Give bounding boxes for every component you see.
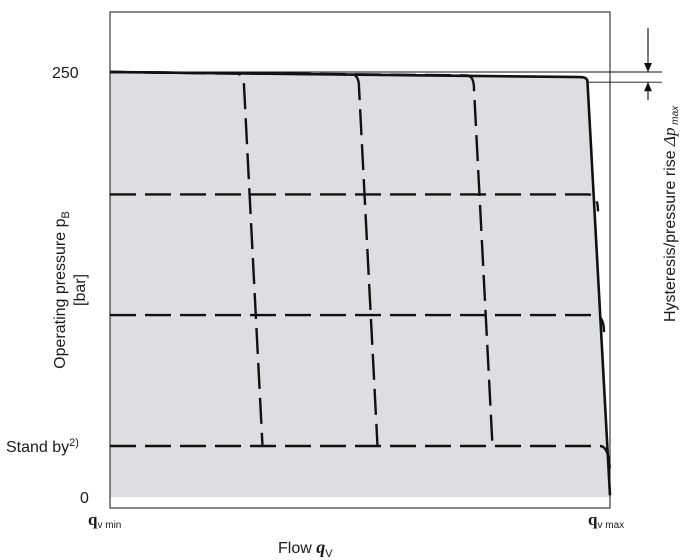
y-tick-label-2: Stand by2) bbox=[6, 437, 79, 456]
y-tick-label-3: 0 bbox=[80, 490, 89, 507]
hysteresis-label-subscript: max bbox=[670, 105, 681, 128]
x-tick-subscript: v max bbox=[597, 520, 624, 531]
operating-region-fill bbox=[110, 72, 610, 497]
x-tick-subscript: v min bbox=[97, 520, 121, 531]
plot-frame bbox=[109, 11, 611, 509]
x-axis-title-text: Flow bbox=[278, 540, 316, 557]
x-axis-title-symbol: q bbox=[316, 537, 325, 557]
pressure-level-line-1 bbox=[110, 193, 600, 212]
x-tick-label-2: qv max bbox=[588, 510, 624, 531]
hysteresis-label-symbol: Δp bbox=[660, 127, 679, 146]
x-axis-title: Flow qV bbox=[278, 537, 333, 560]
y-axis-title-subscript: B bbox=[60, 211, 72, 218]
y-axis-title-text: Operating pressure p bbox=[52, 218, 69, 368]
y-tick-text: Stand by bbox=[6, 439, 69, 456]
hysteresis-label: Hysteresis/pressure rise Δp max bbox=[660, 105, 681, 322]
y-tick-superscript: 2) bbox=[69, 437, 79, 449]
y-axis-title-line1: Operating pressure pB bbox=[52, 211, 72, 369]
y-tick-label-1: 250 bbox=[52, 65, 79, 82]
x-tick-symbol: q bbox=[88, 510, 98, 529]
flow-setting-line-2 bbox=[109, 70, 379, 447]
y-axis-title-line2: [bar] bbox=[72, 274, 89, 306]
x-axis-title-subscript: V bbox=[325, 548, 333, 560]
hysteresis-arrow-top-head bbox=[644, 63, 652, 72]
x-tick-label-1: qv min bbox=[88, 510, 121, 531]
hysteresis-label-text: Hysteresis/pressure rise bbox=[662, 146, 679, 322]
plot-area bbox=[109, 11, 662, 509]
hysteresis-arrow-bottom-head bbox=[644, 82, 652, 92]
x-tick-symbol: q bbox=[588, 510, 598, 529]
